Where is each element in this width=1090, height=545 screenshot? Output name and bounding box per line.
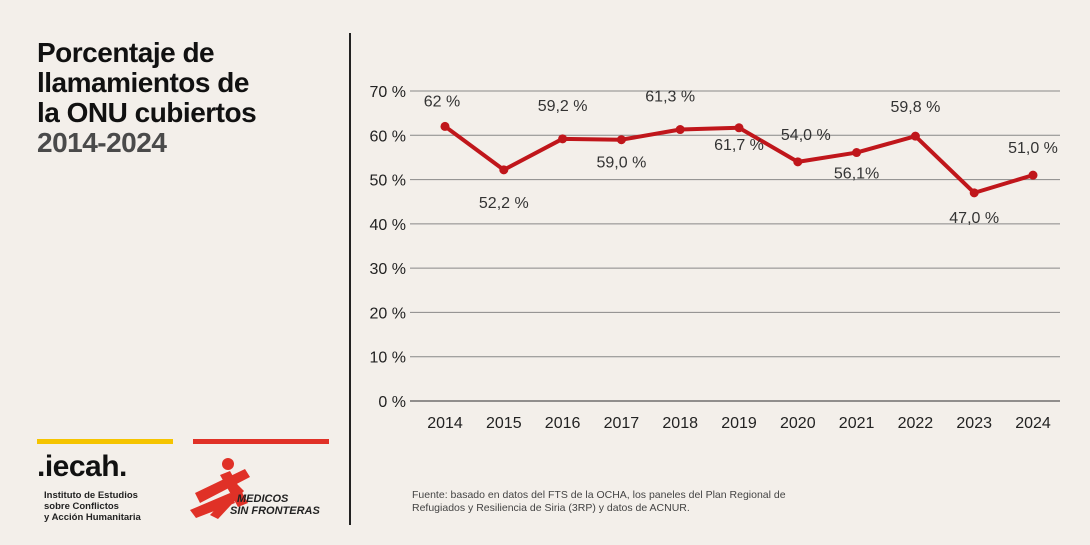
x-tick-label: 2017 [604,415,640,432]
data-label: 59,2 % [538,98,588,115]
data-point [852,148,862,158]
divider [349,33,351,525]
y-tick-label: 20 % [370,305,406,322]
x-tick-label: 2021 [839,415,875,432]
y-tick-label: 50 % [370,173,406,190]
iecah-subtitle: Instituto de Estudios sobre Conflictos y… [44,490,141,523]
y-tick-label: 0 % [378,394,406,411]
x-tick-label: 2019 [721,415,757,432]
msf-running-man-icon [190,458,250,519]
data-label: 47,0 % [949,210,999,227]
source-note: Fuente: basado en datos del FTS de la OC… [412,489,786,514]
data-point [675,125,685,135]
data-label: 56,1% [834,166,879,183]
data-label: 59,8 % [890,99,940,116]
title-line: llamamientos de [37,67,249,98]
data-label: 54,0 % [781,127,831,144]
iecah-logo: .iecah. [37,450,127,483]
iecah-subtitle-line: Instituto de Estudios [44,490,138,501]
msf-name-line: SIN FRONTERAS [230,505,321,517]
x-tick-label: 2023 [956,415,992,432]
title-line: Porcentaje de [37,37,215,68]
x-tick-label: 2024 [1015,415,1051,432]
data-point [910,131,920,141]
y-tick-label: 30 % [370,261,406,278]
data-point [1028,170,1038,180]
y-tick-label: 10 % [370,350,406,367]
x-tick-label: 2016 [545,415,581,432]
data-point [734,123,744,133]
data-point [793,157,803,167]
page-title: Porcentaje de llamamientos de la ONU cub… [37,37,257,158]
data-point [969,188,979,198]
msf-color-bar [193,439,329,444]
y-tick-label: 70 % [370,84,406,101]
data-label: 52,2 % [479,195,529,212]
x-tick-label: 2020 [780,415,816,432]
data-point [558,134,568,144]
data-label: 62 % [424,93,460,110]
x-tick-label: 2014 [427,415,463,432]
data-label: 51,0 % [1008,140,1058,157]
data-point [499,165,509,175]
x-tick-label: 2015 [486,415,522,432]
y-tick-label: 40 % [370,217,406,234]
data-point [440,121,450,131]
iecah-subtitle-line: sobre Conflictos [44,501,119,512]
y-tick-label: 60 % [370,128,406,145]
data-label: 61,3 % [645,89,695,106]
msf-name-line: MEDICOS [237,493,289,505]
iecah-color-bar [37,439,173,444]
x-tick-label: 2018 [662,415,698,432]
msf-logo: MEDICOS SIN FRONTERAS [190,458,321,519]
data-point [616,135,626,145]
title-line: la ONU cubiertos [37,97,257,128]
x-tick-label: 2022 [898,415,934,432]
title-years: 2014-2024 [37,127,167,158]
data-label: 61,7 % [714,137,764,154]
iecah-subtitle-line: y Acción Humanitaria [44,512,141,523]
data-label: 59,0 % [596,155,646,172]
